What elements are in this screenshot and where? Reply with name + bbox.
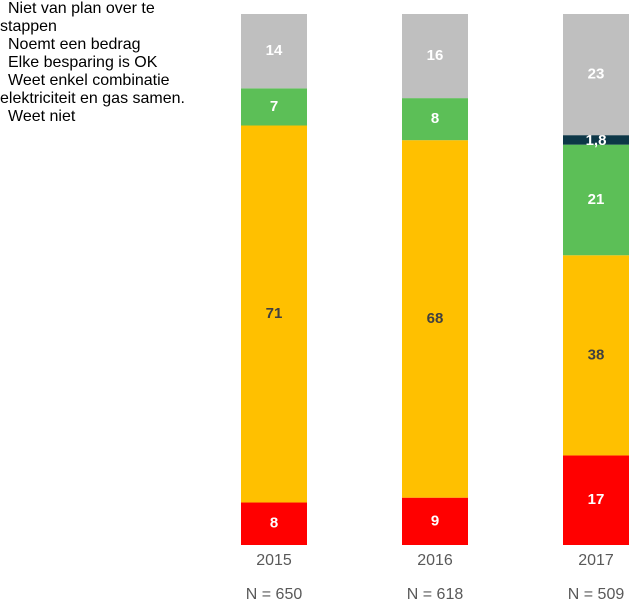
bar-segment	[563, 455, 629, 545]
bar-segment	[402, 98, 468, 141]
data-label: 68	[427, 310, 444, 327]
data-label: 9	[431, 512, 439, 529]
data-label: 71	[266, 305, 283, 322]
legend-item: Noemt een bedrag	[0, 36, 200, 54]
bar-segment	[241, 125, 307, 503]
bar-segment	[563, 255, 629, 456]
data-label: 38	[588, 346, 605, 363]
legend-item: Elke besparing is OK	[0, 54, 210, 72]
sample-size-label: N = 618	[407, 586, 464, 603]
sample-size-label: N = 650	[246, 586, 303, 603]
data-label: 7	[270, 98, 278, 115]
x-tick-label: 2016	[417, 552, 453, 569]
x-tick-label: 2015	[256, 552, 292, 569]
legend-item: Niet van plan over te stappen	[0, 0, 205, 36]
data-label: 21	[588, 191, 605, 208]
bar-segment	[563, 144, 629, 256]
data-label: 8	[431, 110, 439, 127]
bar-segment	[402, 140, 468, 498]
sample-size-label: N = 509	[568, 586, 625, 603]
x-tick-label: 2017	[578, 552, 614, 569]
bar-segment	[241, 88, 307, 126]
bar-segment	[402, 14, 468, 99]
bar-segment	[241, 502, 307, 545]
legend-label: Elke besparing is OK	[8, 54, 158, 71]
bar-segment	[563, 135, 629, 145]
data-label: 23	[588, 66, 605, 83]
legend-label: Noemt een bedrag	[8, 36, 141, 53]
legend-label: Weet enkel combinatie elektriciteit en g…	[0, 72, 185, 107]
data-label: 14	[266, 42, 283, 59]
legend-label: Weet niet	[8, 108, 76, 125]
data-label: 1,8	[586, 132, 607, 149]
data-label: 16	[427, 47, 444, 64]
legend-item: Weet niet	[0, 108, 200, 126]
data-label: 17	[588, 491, 605, 508]
bar-segment	[402, 497, 468, 545]
bar-segment	[241, 14, 307, 89]
bar-segment	[563, 14, 629, 136]
legend-item: Weet enkel combinatie elektriciteit en g…	[0, 72, 190, 108]
legend-label: Niet van plan over te stappen	[0, 0, 155, 35]
data-label: 8	[270, 515, 278, 532]
